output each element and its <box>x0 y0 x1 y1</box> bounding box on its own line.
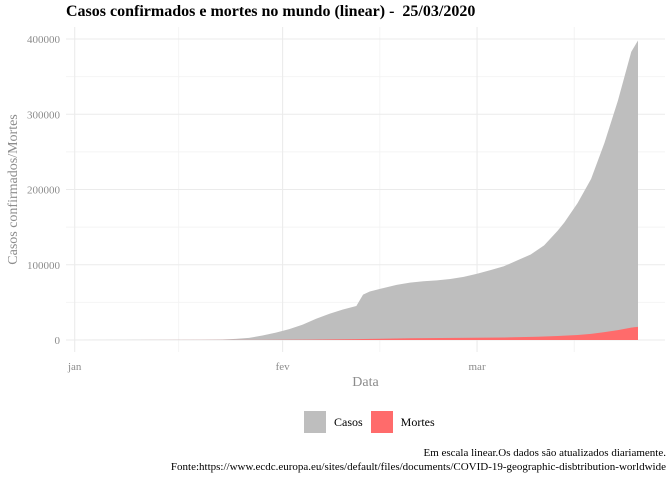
y-tick-label: 300000 <box>27 109 61 121</box>
legend-key-mortes <box>370 411 393 433</box>
series-layer <box>68 40 638 340</box>
caption: Em escala linear.Os dados são atualizado… <box>171 446 666 474</box>
tick-layer: 0 100000 200000 300000 400000 jan fev mar <box>27 34 486 373</box>
caption-line-1: Em escala linear.Os dados são atualizado… <box>423 447 666 459</box>
caption-line-2: Fonte:https://www.ecdc.europa.eu/sites/d… <box>170 461 666 473</box>
legend-label-casos: Casos <box>334 414 363 429</box>
y-axis-title: Casos confirmados/Mortes <box>6 114 21 264</box>
y-tick-label: 100000 <box>27 260 61 272</box>
legend: Casos Mortes <box>304 411 443 433</box>
area-series-casos <box>68 40 638 340</box>
x-tick-label: fev <box>276 361 291 373</box>
area-series-mortes <box>68 326 638 340</box>
y-tick-label: 200000 <box>27 185 61 197</box>
y-tick-label: 400000 <box>27 34 61 46</box>
y-tick-label: 0 <box>55 335 61 347</box>
legend-label-mortes: Mortes <box>400 414 435 429</box>
x-axis-title: Data <box>352 375 379 390</box>
legend-key-casos <box>304 411 326 433</box>
x-tick-label: jan <box>67 361 82 373</box>
chart-title: Casos confirmados e mortes no mundo (lin… <box>66 3 476 20</box>
x-tick-label: mar <box>469 361 486 373</box>
